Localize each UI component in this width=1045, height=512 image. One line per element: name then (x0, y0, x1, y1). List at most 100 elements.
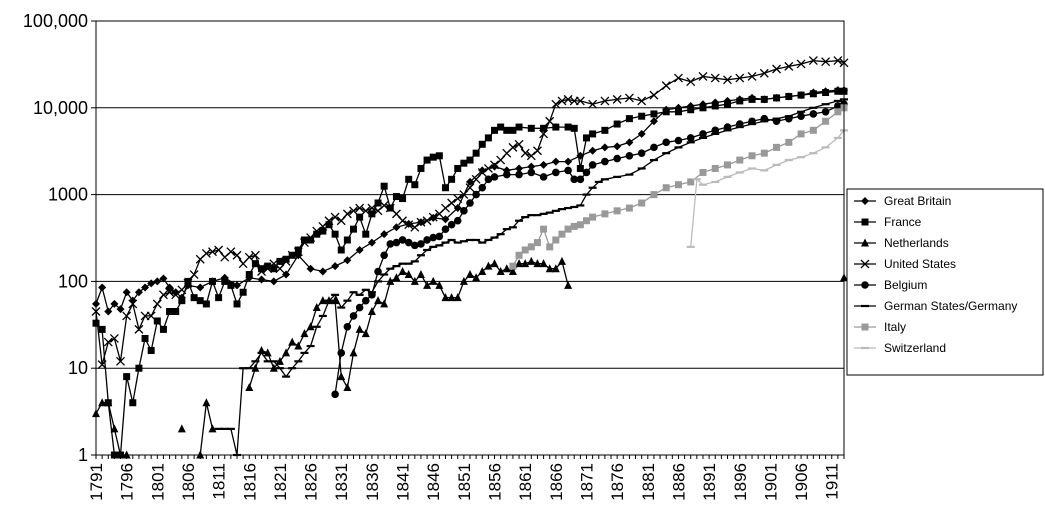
data-point (772, 64, 782, 74)
data-point (466, 270, 474, 279)
data-point (545, 264, 554, 273)
data-point (570, 124, 578, 132)
data-point (294, 246, 302, 254)
data-point (773, 143, 781, 151)
data-point (711, 102, 719, 110)
data-point (257, 267, 267, 276)
data-point (312, 303, 321, 312)
data-point (324, 216, 334, 226)
data-point (759, 68, 769, 78)
data-point (122, 288, 131, 297)
data-point (699, 104, 707, 112)
series-line-netherlands (96, 261, 844, 455)
data-point (760, 149, 768, 157)
data-point (342, 209, 352, 219)
data-point (435, 152, 443, 160)
data-point (625, 115, 633, 123)
data-point (797, 130, 805, 138)
data-point (551, 99, 561, 109)
data-point (275, 356, 284, 365)
data-point (386, 276, 395, 285)
legend: Great Britain France Netherlands United Sta… (846, 188, 1044, 376)
legend-marker (861, 323, 869, 331)
x-tick-label: 1831 (332, 463, 351, 501)
data-point (135, 364, 143, 372)
data-point (466, 199, 474, 207)
data-point (251, 363, 260, 372)
data-point (490, 160, 499, 170)
data-point (300, 329, 309, 338)
data-point (423, 236, 431, 244)
data-point (380, 299, 389, 308)
data-point (478, 183, 487, 192)
data-point (349, 348, 358, 357)
data-point (153, 277, 162, 286)
data-point (673, 73, 683, 83)
data-point (362, 230, 370, 238)
data-point (477, 167, 487, 177)
data-point (227, 281, 235, 289)
data-point (564, 166, 572, 175)
series-italy (509, 104, 848, 270)
x-tick-label: 1886 (669, 463, 688, 501)
data-point (576, 175, 585, 184)
legend-box (846, 188, 1044, 376)
data-point (545, 116, 555, 126)
series-belgium (331, 100, 848, 399)
data-point (356, 213, 364, 221)
data-point (165, 287, 175, 297)
data-point (417, 164, 425, 172)
data-point (650, 110, 658, 118)
data-point (177, 424, 186, 433)
data-point (269, 259, 279, 269)
data-point (104, 398, 113, 407)
data-point (552, 168, 560, 177)
x-tick-label: 1876 (608, 463, 627, 501)
series-line-united-states (95, 59, 845, 365)
data-point (325, 221, 333, 229)
data-point (141, 334, 149, 342)
data-point (736, 97, 744, 105)
data-point (411, 181, 419, 189)
data-point (662, 184, 670, 192)
series-german-states-germany (214, 98, 848, 457)
data-point (613, 154, 621, 163)
data-point (784, 61, 794, 71)
data-point (208, 247, 217, 257)
data-point (496, 267, 505, 276)
data-point (582, 134, 590, 142)
data-point (533, 259, 542, 268)
data-point (834, 108, 842, 116)
data-point (183, 278, 193, 288)
data-point (508, 142, 518, 152)
x-tick-label: 1881 (639, 463, 658, 501)
legend-item: Italy (854, 320, 906, 334)
data-point (318, 267, 327, 276)
data-point (502, 264, 511, 273)
data-point (589, 130, 597, 138)
data-point (331, 296, 340, 305)
data-point (152, 299, 162, 309)
data-point (575, 96, 585, 106)
data-point (497, 123, 505, 131)
x-tick-label: 1796 (118, 463, 137, 501)
x-tick-label: 1821 (271, 463, 290, 501)
data-point (251, 260, 259, 268)
data-point (650, 191, 658, 199)
data-point (515, 123, 523, 131)
data-point (558, 230, 566, 238)
x-tick-label: 1891 (700, 463, 719, 501)
data-point (379, 200, 389, 210)
data-point (318, 296, 327, 305)
data-point (202, 300, 210, 308)
data-point (399, 195, 407, 203)
data-point (833, 56, 843, 66)
legend-label: Switzerland (884, 341, 946, 355)
data-point (563, 94, 573, 104)
data-point (367, 238, 376, 247)
legend-label: France (884, 215, 922, 229)
data-point (472, 273, 481, 282)
data-point (686, 77, 696, 87)
data-point (355, 203, 365, 213)
data-point (515, 164, 524, 173)
